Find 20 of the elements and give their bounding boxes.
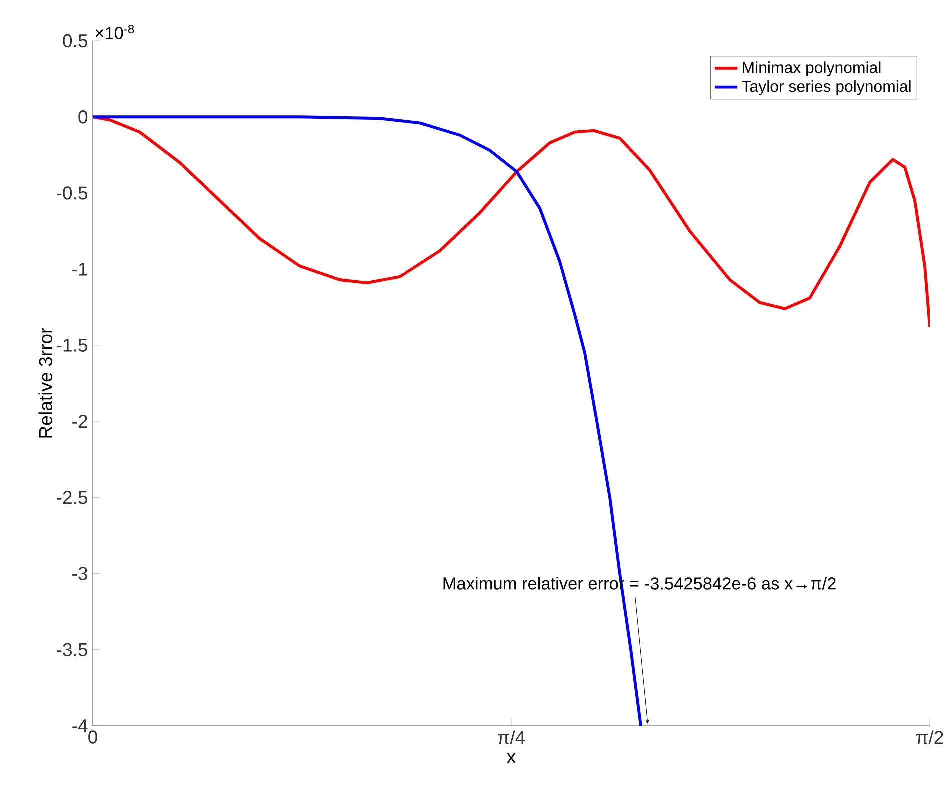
- x-axis-title: x: [507, 753, 516, 764]
- legend-label: Taylor series polynomial: [742, 80, 911, 96]
- y-tick-label: -1.5: [57, 338, 88, 352]
- y-tick-label: 0: [78, 110, 88, 124]
- text: ×10$^{-8}$: [96, 25, 134, 40]
- y-tick-label: -4: [72, 720, 88, 732]
- line-series: [93, 116, 642, 726]
- y-tick-label: -2.5: [57, 491, 88, 504]
- y-tick-label: -2: [72, 415, 88, 428]
- y-tick-label: -0.5: [57, 186, 88, 200]
- line-series: [93, 116, 930, 329]
- y-tick-label: -3: [72, 567, 88, 580]
- y-tick-label: 0.5: [63, 34, 88, 48]
- y-tick-label: -1: [72, 262, 88, 276]
- x-tick-label: π/2: [916, 730, 944, 744]
- y-tick-label: -3.5: [57, 643, 88, 656]
- y-axis-title: Relative 3rror: [38, 328, 52, 438]
- legend-label: Minimax polynomial: [743, 62, 881, 77]
- x-tick-label: π/4: [498, 730, 526, 744]
- x-tick-label: 0: [88, 730, 98, 744]
